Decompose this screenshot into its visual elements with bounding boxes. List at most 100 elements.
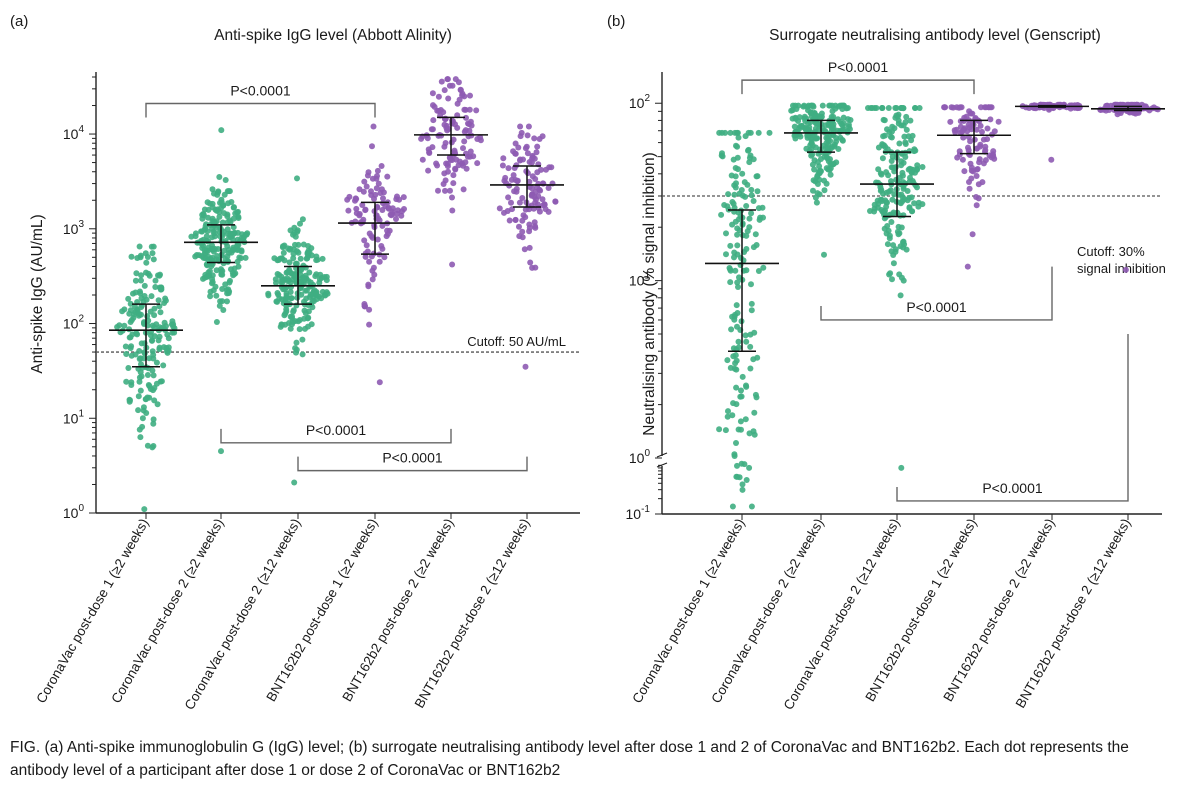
data-point — [283, 269, 290, 276]
data-point — [510, 172, 517, 179]
data-point — [916, 105, 923, 111]
data-point — [296, 317, 303, 323]
data-point — [155, 297, 162, 304]
data-point — [512, 216, 519, 223]
data-point — [532, 223, 538, 230]
data-point — [972, 115, 979, 121]
p-value-label: P<0.0001 — [230, 83, 291, 99]
data-point — [210, 287, 217, 294]
data-point — [526, 178, 533, 185]
data-point — [443, 160, 450, 167]
data-point — [280, 243, 286, 250]
data-point — [430, 117, 437, 124]
data-point — [733, 440, 739, 446]
data-point — [743, 382, 749, 389]
data-point — [730, 400, 737, 407]
data-point — [363, 183, 370, 190]
data-point — [742, 133, 749, 140]
data-point — [960, 134, 967, 141]
data-point — [371, 271, 378, 278]
data-point — [733, 384, 740, 391]
data-point — [731, 249, 738, 256]
data-point — [232, 210, 239, 217]
data-point — [748, 300, 755, 307]
data-point — [201, 246, 208, 253]
data-point — [748, 210, 755, 217]
data-point — [897, 292, 904, 299]
data-point — [892, 164, 899, 171]
data-point — [442, 140, 449, 146]
data-point — [277, 323, 284, 330]
data-point — [287, 295, 294, 302]
data-point — [365, 281, 372, 288]
data-point — [425, 167, 432, 174]
data-point — [457, 158, 463, 165]
data-point — [743, 338, 750, 345]
data-point — [440, 181, 447, 187]
significance-bracket: P<0.0001 — [741, 59, 975, 95]
data-point — [149, 367, 156, 374]
data-point — [369, 143, 375, 150]
data-point — [969, 231, 976, 238]
data-point — [524, 132, 531, 139]
data-point — [885, 188, 892, 195]
data-point — [123, 351, 130, 357]
data-point — [449, 194, 455, 201]
data-point — [734, 462, 740, 469]
data-point — [468, 122, 475, 129]
data-point — [296, 326, 303, 333]
data-point — [136, 243, 143, 250]
data-point — [318, 274, 325, 281]
data-point — [368, 188, 374, 195]
data-point — [221, 191, 228, 198]
data-point — [289, 321, 295, 328]
data-point — [731, 191, 738, 198]
data-point — [739, 373, 746, 380]
data-point — [128, 253, 135, 260]
data-point — [965, 144, 971, 151]
data-point — [524, 170, 531, 177]
data-point — [724, 203, 731, 210]
data-point — [460, 145, 466, 152]
data-point — [988, 104, 995, 111]
data-point — [344, 196, 351, 203]
data-point — [285, 277, 292, 284]
data-point — [290, 250, 297, 257]
data-point — [132, 289, 139, 296]
data-point — [132, 303, 138, 310]
data-point — [121, 322, 128, 329]
data-point — [128, 343, 135, 350]
data-point — [219, 219, 226, 226]
y-axis-label: Neutralising antibody (% signal inhibiti… — [641, 152, 658, 435]
data-point — [964, 263, 971, 270]
data-point — [824, 145, 831, 152]
data-point — [751, 409, 758, 416]
data-point — [975, 181, 982, 188]
data-point — [811, 166, 818, 173]
data-point — [517, 123, 524, 130]
data-point — [891, 191, 898, 198]
data-point — [220, 202, 227, 209]
data-point — [893, 112, 900, 119]
data-point — [519, 195, 526, 201]
y-tick-base: 10 — [63, 126, 79, 142]
data-point — [909, 208, 915, 215]
data-point — [132, 309, 139, 316]
data-point — [156, 324, 163, 331]
data-point — [220, 307, 227, 313]
data-point — [128, 317, 135, 323]
data-point — [730, 156, 737, 163]
data-point — [467, 148, 474, 155]
data-point — [534, 169, 541, 176]
group-3 — [860, 105, 934, 471]
group-5 — [1015, 101, 1089, 163]
data-point — [226, 279, 233, 286]
data-point — [545, 185, 552, 191]
data-point — [428, 126, 435, 133]
bracket-path — [741, 79, 975, 95]
y-tick-exponent: 1 — [644, 271, 650, 282]
panel-label: (a) — [10, 13, 28, 30]
data-point — [219, 286, 226, 292]
data-point — [766, 129, 773, 136]
data-point — [466, 127, 473, 134]
